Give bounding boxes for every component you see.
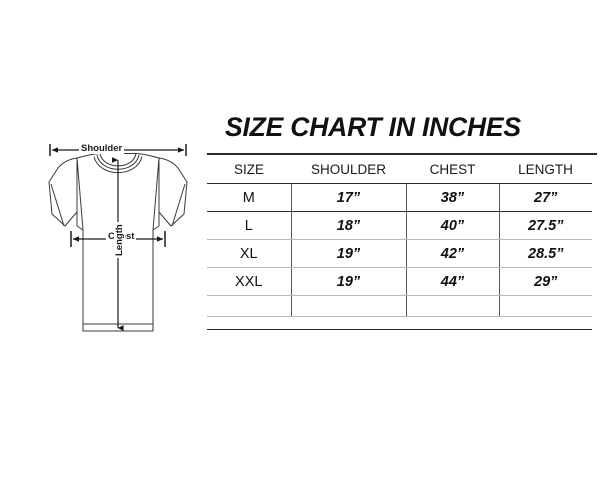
column-header-shoulder: SHOULDER <box>291 155 406 184</box>
cell-size: XL <box>207 239 291 268</box>
cell-length: 27.5” <box>498 211 592 240</box>
cell-size: L <box>207 211 291 240</box>
cell-shoulder: 19” <box>290 239 406 268</box>
cell-shoulder: 17” <box>290 183 406 212</box>
table-header-row: SIZE SHOULDER CHEST LENGTH <box>207 155 592 184</box>
cell-length: 27” <box>498 183 592 212</box>
size-chart-panel: SIZE CHART IN INCHES SIZE SHOULDER CHEST… <box>207 112 597 330</box>
cell-shoulder <box>290 295 406 317</box>
length-label: Length <box>114 222 125 258</box>
t-shirt-illustration <box>48 144 188 332</box>
cell-size <box>207 295 291 317</box>
page-title: SIZE CHART IN INCHES <box>225 112 521 142</box>
table-row: XL 19” 42” 28.5” <box>207 239 592 268</box>
column-header-chest: CHEST <box>406 155 499 184</box>
column-header-size: SIZE <box>207 155 291 184</box>
table-bottom-rule <box>207 329 592 330</box>
cell-size: M <box>207 183 291 212</box>
cell-shoulder: 18” <box>290 211 406 240</box>
table-row: XXL 19” 44” 29” <box>207 267 592 296</box>
cell-chest: 42” <box>405 239 499 268</box>
column-header-length: LENGTH <box>499 155 592 184</box>
table-row: M 17” 38” 27” <box>207 183 592 212</box>
cell-shoulder: 19” <box>290 267 406 296</box>
table-top-rule <box>207 153 597 155</box>
cell-chest: 44” <box>405 267 499 296</box>
cell-chest: 38” <box>405 183 499 212</box>
cell-length: 29” <box>498 267 592 296</box>
cell-length <box>498 295 592 317</box>
cell-chest: 40” <box>405 211 499 240</box>
cell-size: XXL <box>207 267 291 296</box>
t-shirt-measurement-diagram: Shoulder Chest Length <box>18 140 218 345</box>
shoulder-label: Shoulder <box>79 143 125 154</box>
size-chart-table: SIZE SHOULDER CHEST LENGTH M 17” 38” 27”… <box>207 155 592 317</box>
cell-length: 28.5” <box>498 239 592 268</box>
table-row-empty <box>207 295 592 317</box>
cell-chest <box>405 295 499 317</box>
table-row: L 18” 40” 27.5” <box>207 211 592 240</box>
